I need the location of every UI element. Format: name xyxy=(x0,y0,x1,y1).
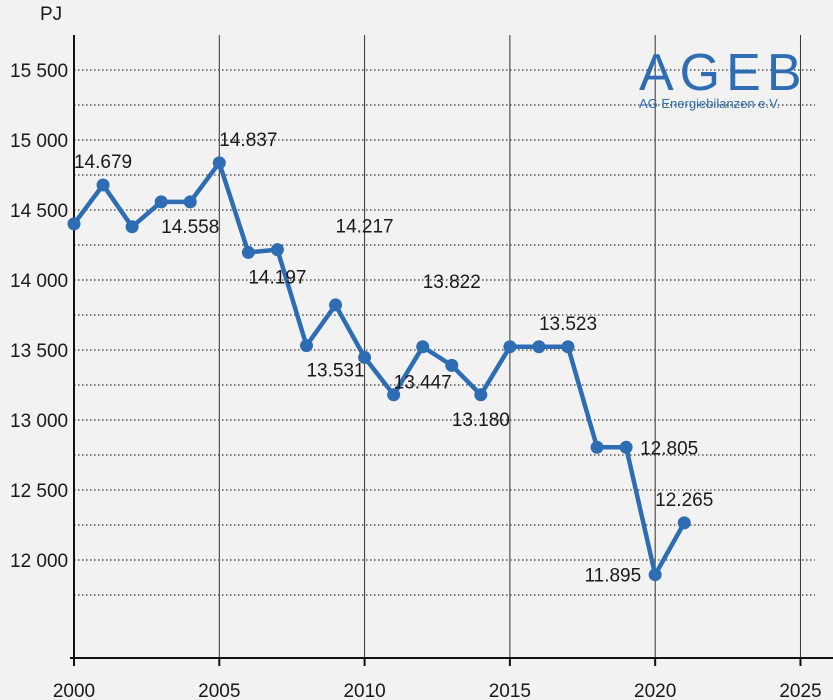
y-tick-label: 14 500 xyxy=(10,201,68,222)
x-tick-label: 2015 xyxy=(489,681,531,700)
data-label: 13.523 xyxy=(539,314,597,335)
data-label: 12.805 xyxy=(640,438,698,459)
data-point xyxy=(270,243,284,257)
y-tick-label: 15 500 xyxy=(10,61,68,82)
data-point xyxy=(387,388,401,402)
data-point xyxy=(299,339,313,353)
series-line xyxy=(72,160,687,577)
y-axis-unit-label: PJ xyxy=(40,4,62,25)
data-label: 13.180 xyxy=(452,410,510,431)
data-point xyxy=(329,298,343,312)
data-point xyxy=(96,178,110,192)
logo-title: AGEB xyxy=(639,44,808,102)
data-label: 14.217 xyxy=(336,217,394,238)
data-label: 13.531 xyxy=(306,361,364,382)
gridlines xyxy=(74,35,815,658)
data-label: 13.447 xyxy=(394,372,452,393)
y-tick-label: 13 500 xyxy=(10,341,68,362)
x-tick-label: 2010 xyxy=(343,681,385,700)
data-point xyxy=(503,340,517,354)
data-label: 11.895 xyxy=(584,566,641,587)
data-point xyxy=(241,245,255,259)
data-point xyxy=(648,568,662,582)
x-tick-label: 2000 xyxy=(53,681,95,700)
y-axis-labels: 12 000 12 500 13 000 13 500 14 000 14 500 15 0… xyxy=(10,61,68,572)
x-axis: 2000 2005 2010 2015 2020 2025 xyxy=(53,35,833,700)
logo-subtitle: AG Energiebilanzen e.V. xyxy=(639,96,780,111)
data-labels: 14.679 14.837 14.558 14.197 14.217 13.531 13.8… xyxy=(74,130,713,587)
ageb-logo: AGEB AG Energiebilanzen e.V. xyxy=(639,44,808,111)
data-point xyxy=(212,156,226,170)
y-tick-label: 15 000 xyxy=(10,131,68,152)
data-label: 14.679 xyxy=(74,152,132,173)
y-tick-label: 12 000 xyxy=(10,551,68,572)
data-point xyxy=(358,350,372,364)
data-point xyxy=(416,340,430,354)
data-point xyxy=(561,340,575,354)
data-label: 12.265 xyxy=(655,490,713,511)
data-point xyxy=(445,358,459,372)
data-point xyxy=(183,195,197,209)
y-tick-label: 14 000 xyxy=(10,271,68,292)
data-label: 14.197 xyxy=(248,267,306,288)
data-point xyxy=(619,440,633,454)
data-series xyxy=(67,156,691,582)
data-point xyxy=(677,516,691,530)
data-point xyxy=(590,440,604,454)
data-label: 14.837 xyxy=(219,130,277,151)
data-label: 13.822 xyxy=(423,272,481,293)
data-point xyxy=(154,195,168,209)
data-point xyxy=(67,217,81,231)
y-tick-label: 13 000 xyxy=(10,411,68,432)
data-point xyxy=(532,340,546,354)
x-tick-label: 2005 xyxy=(198,681,240,700)
data-label: 14.558 xyxy=(161,217,219,238)
y-tick-label: 12 500 xyxy=(10,481,68,502)
data-point xyxy=(474,388,488,402)
x-tick-label: 2025 xyxy=(779,681,821,700)
x-tick-label: 2020 xyxy=(634,681,676,700)
data-point xyxy=(125,220,139,234)
